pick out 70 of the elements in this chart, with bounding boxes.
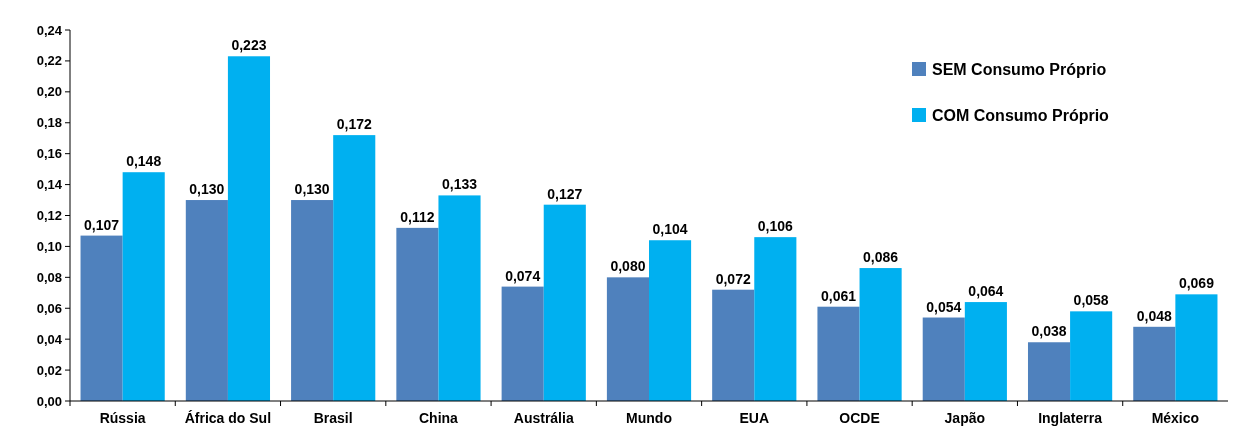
y-tick-label: 0,22	[36, 53, 62, 69]
x-tick-label: México	[1151, 410, 1200, 426]
bar	[80, 235, 123, 401]
legend-label: SEM Consumo Próprio	[932, 60, 1107, 78]
data-label: 0,061	[820, 287, 857, 304]
bar	[1027, 342, 1071, 401]
data-label: 0,080	[610, 258, 646, 275]
data-label: 0,148	[126, 153, 162, 170]
legend-label: COM Consumo Próprio	[932, 106, 1110, 124]
data-label: 0,130	[189, 181, 225, 198]
y-tick-label: 0,08	[36, 269, 62, 285]
y-tick-label: 0,10	[36, 238, 62, 254]
bar	[649, 240, 692, 401]
y-tick-label: 0,16	[36, 146, 62, 162]
data-label: 0,133	[441, 176, 478, 193]
data-label: 0,054	[926, 298, 962, 315]
bar	[712, 289, 755, 401]
x-tick-label: Inglaterra	[1038, 410, 1103, 426]
bar	[606, 277, 649, 401]
bar	[227, 56, 271, 401]
data-label: 0,112	[400, 208, 435, 225]
data-label: 0,058	[1073, 292, 1109, 309]
y-tick-label: 0,06	[36, 300, 62, 316]
bar	[438, 195, 481, 401]
y-tick-label: 0,04	[36, 331, 63, 347]
data-label: 0,038	[1031, 323, 1067, 340]
bar	[291, 200, 334, 401]
bar	[817, 306, 860, 401]
bar	[754, 237, 797, 401]
data-label: 0,172	[336, 116, 372, 133]
bar	[859, 268, 902, 401]
x-tick-label: China	[419, 410, 459, 426]
bar	[501, 286, 544, 401]
x-tick-label: Rússia	[99, 410, 146, 426]
bar	[122, 172, 165, 401]
x-tick-label: África do Sul	[184, 410, 272, 426]
y-tick-label: 0,18	[36, 115, 62, 131]
bar	[1175, 294, 1218, 401]
y-tick-label: 0,02	[36, 362, 62, 378]
x-tick-label: Japão	[944, 410, 986, 426]
bar	[964, 302, 1007, 401]
y-tick-label: 0,12	[36, 208, 62, 224]
data-label: 0,064	[968, 283, 1004, 300]
bar	[333, 135, 376, 401]
data-label: 0,107	[84, 216, 120, 233]
data-label: 0,127	[547, 185, 583, 202]
x-tick-label: Austrália	[513, 410, 574, 426]
x-tick-label: EUA	[739, 410, 770, 426]
bar	[1133, 326, 1176, 401]
bar	[185, 200, 228, 401]
data-label: 0,048	[1136, 307, 1173, 324]
data-label: 0,223	[231, 37, 267, 54]
x-tick-label: Mundo	[626, 410, 672, 426]
data-label: 0,069	[1178, 275, 1215, 292]
x-tick-label: OCDE	[839, 410, 880, 426]
y-tick-label: 0,24	[36, 22, 63, 38]
data-label: 0,130	[294, 181, 330, 198]
data-label: 0,086	[863, 249, 899, 266]
y-tick-label: 0,00	[36, 393, 62, 409]
data-label: 0,104	[652, 221, 688, 238]
data-label: 0,106	[757, 218, 794, 235]
y-tick-label: 0,20	[36, 84, 62, 100]
y-tick-label: 0,14	[36, 177, 63, 193]
data-label: 0,072	[715, 270, 751, 287]
bar	[543, 204, 586, 401]
bar	[1070, 311, 1113, 401]
x-tick-label: Brasil	[313, 410, 353, 426]
bar	[396, 227, 439, 401]
data-label: 0,074	[505, 267, 541, 284]
bar	[922, 317, 965, 401]
